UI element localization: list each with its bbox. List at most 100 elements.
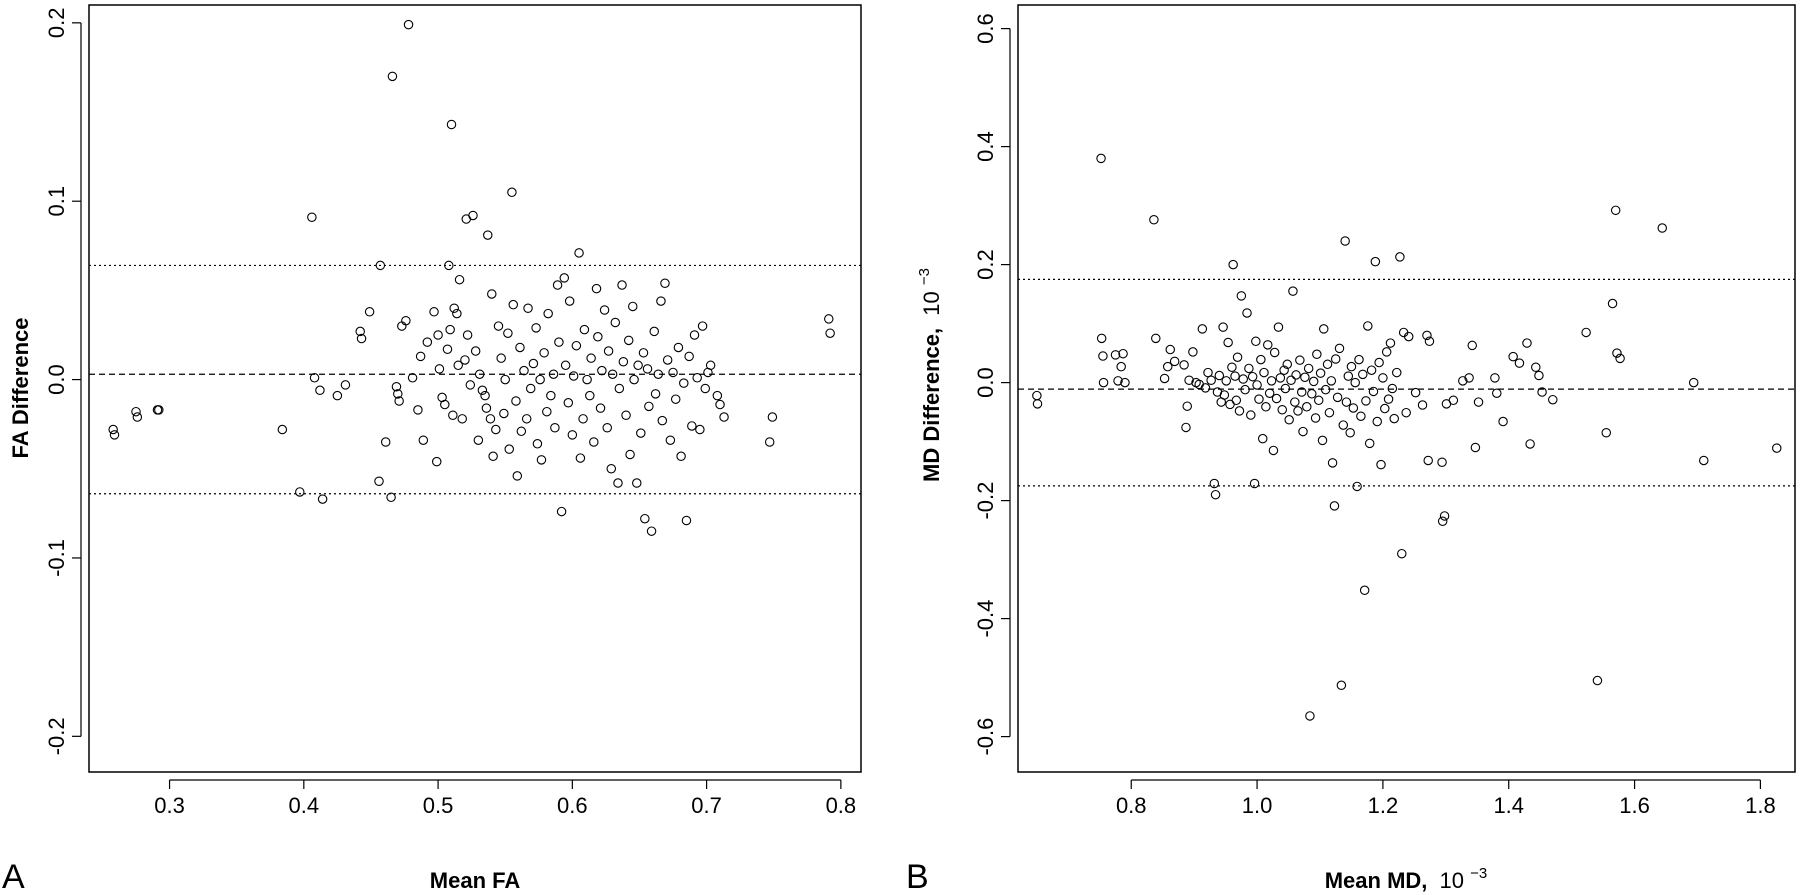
panel-b-data-point — [1238, 374, 1248, 384]
panel-a-data-point — [508, 299, 519, 310]
panel-b-data-point — [1422, 330, 1432, 341]
panel-b-y-tick-label: 0.0 — [973, 367, 998, 398]
panel-b-chart: 0.8 1.0 1.2 1.4 1.6 1.8 -0.6 -0.4 -0.2 0.0 0.2 0.4… — [906, 4, 1796, 895]
panel-b-data-point — [1498, 416, 1508, 427]
panel-b-data-point — [1169, 356, 1180, 367]
panel-a-data-point — [715, 399, 725, 410]
panel-b-data-point — [1380, 403, 1390, 414]
panel-b-data-point — [1370, 256, 1381, 267]
panel-a-data-point — [578, 414, 588, 424]
panel-a-data-point — [355, 326, 365, 337]
panel-a-chart: 0.3 0.4 0.5 0.6 0.7 0.8 -0.2 -0.1 0.0 0.1 0.2 Mea… — [2, 4, 862, 895]
panel-a-data-point — [504, 444, 514, 454]
panel-b-data-point — [1391, 367, 1402, 378]
panel-a-data-point — [453, 360, 463, 371]
panel-b-data-point — [1348, 403, 1359, 413]
panel-b-data-point — [1280, 383, 1291, 394]
panel-a-data-point — [536, 455, 547, 465]
panel-b-data-point — [1288, 286, 1298, 296]
panel-a-data-point — [528, 358, 539, 369]
panel-a-data-point — [277, 424, 288, 435]
panel-a-y-tick-label: 0.2 — [44, 8, 69, 39]
panel-a-data-point — [407, 373, 418, 383]
panel-a-data-point — [695, 424, 705, 435]
panel-a-data-point — [589, 437, 599, 447]
panel-a-data-point — [356, 333, 367, 344]
panel-a-data-point — [670, 394, 681, 404]
panel-a-data-point — [623, 335, 634, 346]
panel-b-reference-lines — [1018, 278, 1795, 487]
panel-a-data-point — [628, 301, 638, 312]
panel-b-data-point — [1266, 376, 1277, 386]
panel-a-data-point — [595, 403, 606, 413]
panel-b-data-point — [1259, 367, 1269, 378]
panel-b-data-point — [1381, 347, 1392, 357]
panel-a-data-point — [657, 415, 668, 426]
panel-b-data-point — [1098, 351, 1108, 361]
panel-b-data-point — [1389, 413, 1399, 424]
panel-a-data-point — [309, 373, 320, 383]
panel-a-data-point — [591, 283, 602, 294]
panel-b-data-point — [1423, 455, 1433, 466]
panel-a-data-point — [640, 513, 650, 524]
panel-b-data-point — [1302, 402, 1312, 412]
panel-a-data-point — [649, 326, 659, 337]
panel-b-data-points — [1032, 153, 1782, 721]
panel-a-data-point — [764, 437, 775, 447]
panel-b-data-point — [1249, 478, 1260, 489]
panel-b-data-point — [1395, 252, 1405, 262]
panel-a-data-point — [491, 424, 501, 435]
panel-b-data-point — [1361, 396, 1371, 406]
panel-a-data-point — [460, 355, 470, 365]
panel-b-data-point — [1165, 344, 1176, 355]
panel-a-data-point — [564, 296, 575, 306]
panel-b-data-point — [1234, 406, 1245, 416]
panel-a-data-point — [387, 71, 398, 82]
panel-a-data-point — [422, 337, 433, 347]
panel-b-data-point — [1113, 376, 1123, 386]
panel-b-data-point — [1116, 361, 1126, 372]
panel-a-data-point — [638, 348, 649, 358]
panel-b-data-point — [1244, 363, 1254, 374]
panel-a-data-point — [512, 471, 523, 481]
panel-b-y-axis-title-exponent: −3 — [916, 268, 933, 285]
panel-a-data-point — [597, 365, 607, 376]
panel-a-y-axis: -0.2 -0.1 0.0 0.1 0.2 — [44, 8, 82, 755]
panel-a-x-axis-title: Mean FA — [430, 868, 521, 893]
panel-b-data-point — [1581, 327, 1591, 338]
panel-a-plot-frame — [88, 4, 862, 773]
panel-b-data-point — [1218, 322, 1228, 332]
panel-a-data-point — [483, 230, 493, 240]
panel-b-data-point — [1232, 352, 1243, 362]
panel-b-data-point — [1273, 322, 1284, 332]
panel-a-data-point — [535, 374, 545, 385]
panel-b-data-point — [1327, 458, 1338, 468]
panel-a-y-tick-label: 0.0 — [44, 364, 69, 395]
panel-a-data-point — [519, 365, 529, 376]
panel-b-data-point — [1514, 358, 1525, 368]
panel-b-data-point — [1221, 376, 1231, 386]
panel-b-data-point — [1467, 340, 1477, 351]
panel-a-data-point — [440, 399, 450, 410]
panel-a-data-point — [697, 321, 708, 331]
panel-b-data-point — [1352, 481, 1362, 492]
panel-b-data-point — [1290, 397, 1300, 407]
panel-a-data-point — [582, 374, 592, 385]
panel-a-data-point — [523, 303, 533, 313]
panel-b-data-point — [1209, 478, 1220, 489]
panel-b-data-point — [1363, 321, 1373, 331]
panel-a-data-point — [487, 289, 497, 299]
panel-a-data-point — [621, 410, 631, 421]
panel-b-data-point — [1330, 354, 1341, 364]
panel-a-data-point — [617, 280, 627, 290]
panel-b-data-point — [1343, 371, 1354, 381]
panel-a-data-point — [500, 374, 510, 385]
panel-b-y-tick-label: 0.4 — [973, 131, 998, 162]
panel-b-data-point — [1242, 308, 1252, 318]
panel-b-data-point — [1378, 373, 1388, 383]
panel-b-y-axis-title-text: MD Difference, — [919, 328, 944, 482]
panel-b-y-tick-label: 0.6 — [973, 13, 998, 44]
panel-b-y-axis-title-unit: 10 — [919, 291, 944, 315]
panel-b-data-point — [1305, 711, 1315, 721]
panel-a-data-point — [602, 422, 612, 433]
